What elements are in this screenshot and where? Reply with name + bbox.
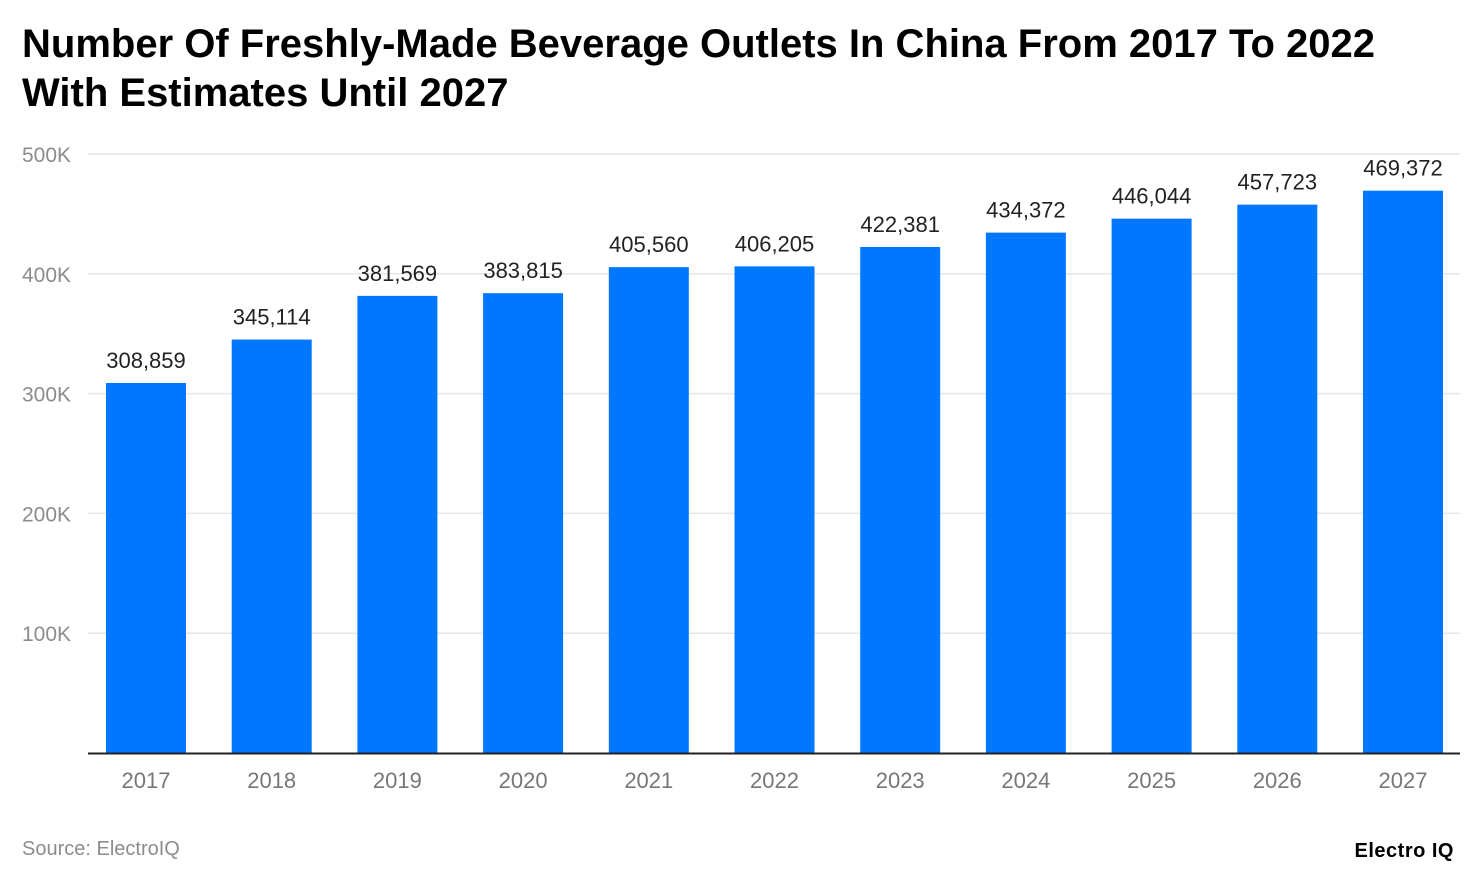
data-label: 345,114 — [233, 305, 311, 330]
x-tick-label: 2023 — [876, 768, 925, 793]
bar — [860, 246, 941, 754]
x-tick-label: 2022 — [750, 768, 799, 793]
y-tick-label: 500K — [22, 144, 71, 167]
x-tick-label: 2025 — [1127, 768, 1176, 793]
brand-logo: Electro IQ — [1354, 840, 1454, 862]
x-tick-label: 2024 — [1001, 768, 1050, 793]
bar — [608, 267, 689, 753]
bar — [1237, 204, 1318, 754]
data-label: 308,859 — [106, 348, 186, 373]
bar — [1363, 190, 1443, 754]
data-label: 457,723 — [1238, 170, 1318, 195]
x-tick-label: 2018 — [247, 768, 296, 793]
y-tick-label: 200K — [22, 503, 71, 526]
x-tick-label: 2026 — [1253, 768, 1302, 793]
data-labels: 308,859 345,114 381,569 383,815 405,560 406,2… — [106, 156, 1443, 373]
bars — [106, 190, 1443, 754]
chart-title: Number Of Freshly-Made Beverage Outlets … — [22, 22, 1375, 115]
bar — [357, 295, 438, 753]
bar — [483, 293, 564, 753]
source-note: Source: ElectroIQ — [22, 838, 180, 860]
bar — [985, 232, 1066, 754]
bar — [231, 339, 312, 753]
x-tick-label: 2017 — [122, 768, 171, 793]
data-label: 383,815 — [483, 258, 563, 283]
bar — [734, 266, 815, 753]
y-tick-label: 300K — [22, 384, 71, 407]
data-label: 422,381 — [860, 212, 940, 237]
bar — [106, 382, 186, 753]
data-label: 405,560 — [609, 232, 689, 257]
data-label: 406,205 — [735, 231, 815, 256]
bar — [1111, 218, 1192, 753]
y-tick-label: 100K — [22, 623, 71, 646]
x-axis-ticks: 2017 2018 2019 2020 2021 2022 2023 2024 2025 2026… — [122, 768, 1428, 793]
data-label: 381,569 — [358, 261, 438, 286]
data-label: 446,044 — [1112, 184, 1192, 209]
data-label: 469,372 — [1363, 156, 1443, 181]
y-axis-ticks: 100K 200K 300K 400K 500K — [22, 144, 71, 646]
y-tick-label: 400K — [22, 264, 71, 287]
x-tick-label: 2019 — [373, 768, 422, 793]
x-tick-label: 2021 — [624, 768, 673, 793]
x-tick-label: 2027 — [1379, 768, 1428, 793]
data-label: 434,372 — [986, 198, 1066, 223]
x-tick-label: 2020 — [499, 768, 548, 793]
